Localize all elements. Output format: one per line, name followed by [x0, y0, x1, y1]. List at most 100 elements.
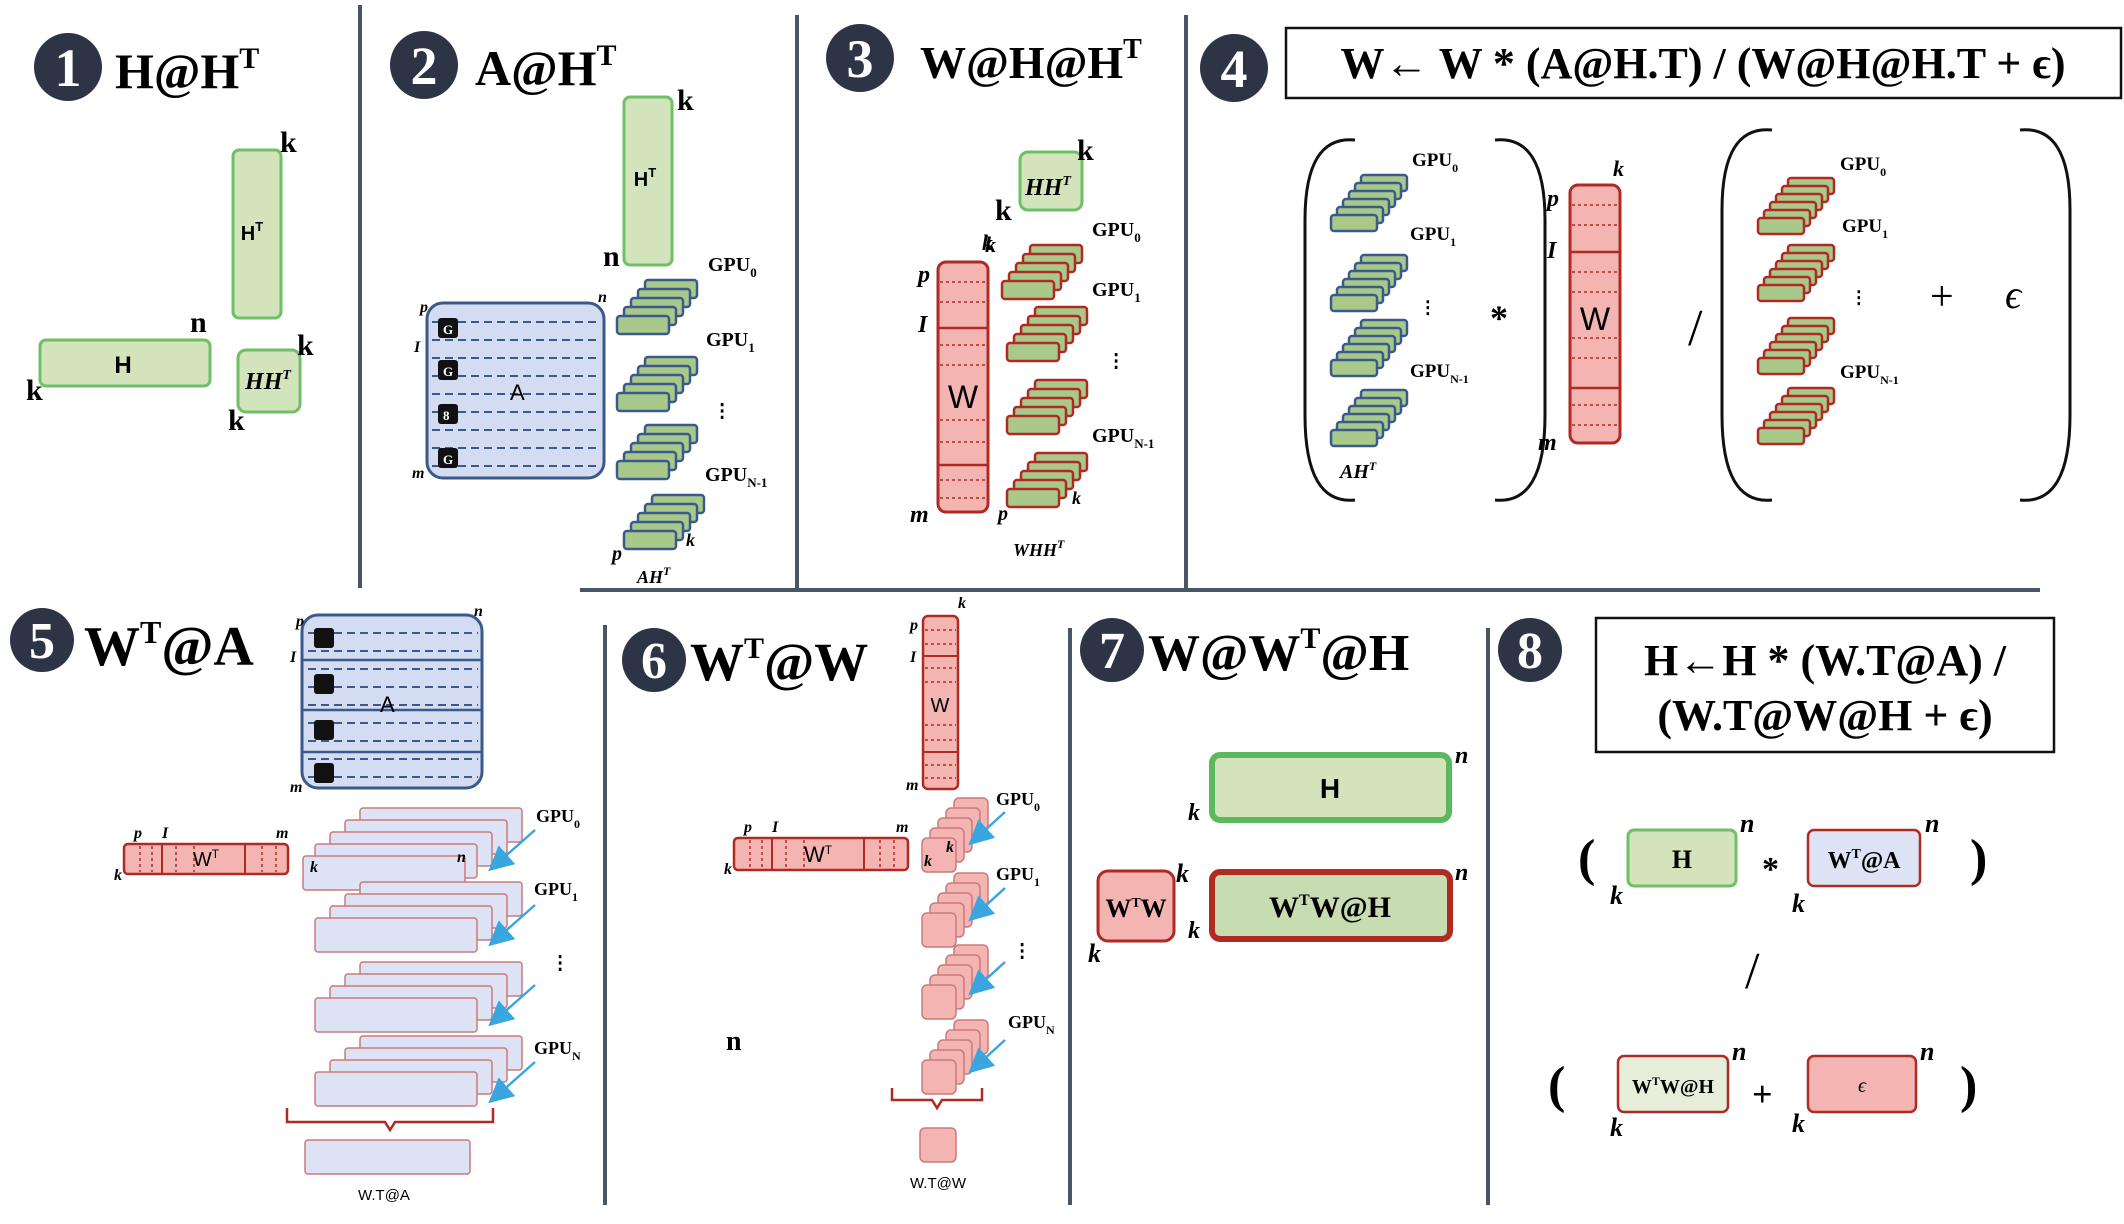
dim-k: k — [310, 859, 318, 876]
dim-I: I — [771, 819, 779, 836]
panel-1: 1 H@HT HT k H n k HHT k k — [26, 33, 314, 437]
matrix-HHT — [1018, 150, 1084, 212]
dim-n: n — [598, 289, 607, 306]
gpu-stack — [314, 1035, 523, 1107]
dim-k: k — [1613, 156, 1624, 181]
dim-k: k — [297, 329, 314, 362]
svg-text:G: G — [443, 364, 453, 379]
badge-3-number: 3 — [847, 29, 874, 89]
gpu-stack — [921, 872, 989, 948]
svg-text:WT: WT — [804, 842, 833, 867]
badge-4 — [1200, 34, 1268, 102]
dim-n: n — [457, 849, 466, 866]
gpu-label-N1: GPUN-1 — [705, 464, 767, 490]
arrows — [968, 811, 1006, 1074]
badge-7-number: 7 — [1099, 623, 1125, 680]
chip-icon — [314, 674, 334, 694]
gpu-stacks-AHT — [615, 278, 706, 551]
chip-icon — [438, 448, 458, 468]
result-WTA-label: W.T@A — [358, 1187, 410, 1204]
dim-n: n — [474, 603, 483, 620]
chip-icon — [438, 404, 458, 424]
gpu-stack — [1005, 451, 1089, 509]
result-AHT-label: AHT — [636, 564, 671, 587]
dim-I: I — [917, 312, 929, 338]
dim-k: k — [995, 194, 1012, 227]
panel-5-title: WT@A — [84, 614, 254, 678]
arrows — [488, 829, 536, 1104]
badge-2-number: 2 — [411, 36, 438, 96]
epsilon-symbol: ϵ — [2005, 272, 2023, 317]
panel-4: 4 W← W * (A@H.T) / (W@H@H.T + ϵ) GPU0 GP… — [1200, 26, 2123, 502]
badge-1-number: 1 — [55, 38, 82, 98]
badge-7 — [1080, 618, 1144, 682]
svg-text:G: G — [443, 322, 453, 337]
sum-brace — [890, 1088, 984, 1111]
panel-5: 5 WT@A A p I m n WT — [10, 603, 581, 1204]
matrix-W-label: W — [1580, 301, 1611, 337]
dim-p: p — [742, 819, 752, 836]
gpu-stack — [622, 493, 706, 551]
partial-results-WTA — [302, 807, 523, 1107]
dim-p: p — [294, 613, 304, 630]
chip-icon — [314, 628, 334, 648]
left-paren — [1720, 128, 1773, 502]
formula-4: W← W * (A@H.T) / (W@H@H.T + ϵ) — [1341, 39, 2066, 88]
dim-p: p — [908, 617, 918, 634]
matrix-A — [300, 613, 484, 790]
formula-8-line1: H←H * (W.T@A) / — [1644, 636, 2007, 685]
panel-6-title: WT@W — [690, 632, 868, 692]
dim-k: k — [982, 230, 993, 255]
dim-k: k — [1188, 918, 1200, 944]
dim-k: k — [1176, 859, 1189, 888]
gpu-label-1: GPU1 — [1092, 279, 1141, 305]
dim-k: k — [1088, 939, 1101, 968]
ellipsis: ⁝ — [1112, 347, 1120, 376]
dim-p: p — [916, 262, 930, 288]
matrix-WT — [122, 842, 290, 876]
sum-brace — [285, 1108, 495, 1133]
gpu-label-0: GPU0 — [996, 789, 1040, 814]
gpu-label-0: GPU0 — [708, 254, 757, 280]
matrix-W-label: W — [948, 379, 979, 415]
dim-n: n — [1740, 809, 1754, 838]
plus-operator: + — [1930, 274, 1954, 320]
svg-text:HHT: HHT — [1024, 174, 1072, 201]
svg-text:8: 8 — [443, 408, 450, 423]
matrix-A — [425, 301, 606, 480]
dim-k: k — [1610, 1113, 1623, 1142]
matrix-W — [936, 260, 990, 514]
dim-p: p — [610, 543, 622, 565]
dim-n: n — [603, 240, 620, 273]
svg-text:G: G — [443, 452, 453, 467]
divide-operator: / — [1688, 300, 1703, 357]
dim-k: k — [1792, 1109, 1805, 1138]
chip-icons: G G 8 G — [438, 318, 458, 468]
matrix-HT — [622, 95, 674, 267]
dim-n: n — [1925, 809, 1939, 838]
gpu-stack — [615, 278, 699, 336]
right-paren: ) — [1970, 830, 1987, 887]
dim-k: k — [1610, 881, 1623, 910]
dim-p: p — [996, 503, 1008, 525]
matrix-W-rows — [940, 281, 986, 499]
dim-p: p — [418, 299, 428, 316]
right-paren: ) — [1960, 1057, 1977, 1114]
gpu-label-1: GPU1 — [706, 329, 755, 355]
badge-4-number: 4 — [1221, 39, 1248, 99]
matrix-WTW — [1096, 869, 1176, 943]
dim-n: n — [726, 1026, 742, 1057]
gpu-stack — [1329, 173, 1409, 233]
dim-n: n — [1732, 1037, 1746, 1066]
dim-p: p — [1545, 186, 1559, 212]
gpu-stack — [1756, 386, 1836, 446]
dim-k: k — [677, 84, 694, 117]
dim-k: k — [228, 404, 245, 437]
matrix-W — [921, 614, 960, 791]
gpu-label-1: GPU1 — [1842, 216, 1888, 241]
formula-box-4 — [1284, 26, 2123, 100]
svg-text:WTW@H: WTW@H — [1269, 891, 1391, 924]
dim-k: k — [946, 839, 954, 856]
gpu-label-1: GPU1 — [534, 879, 578, 904]
panel-dividers — [358, 5, 2040, 1205]
